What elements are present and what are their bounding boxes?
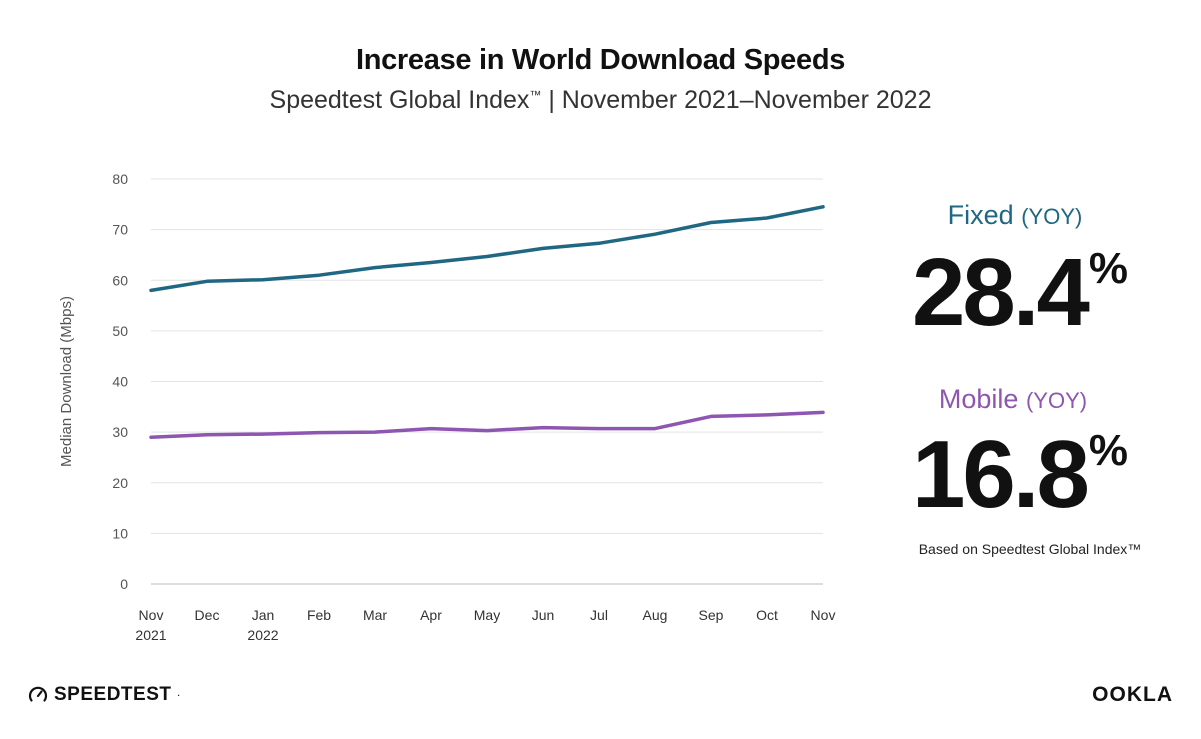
- mobile-value-number: 16.8: [912, 421, 1090, 528]
- subtitle-index-name: Speedtest Global Index: [269, 86, 530, 114]
- x-tick-label-0-line2: 2021: [135, 627, 166, 643]
- y-axis-label: Median Download (Mbps): [58, 296, 75, 467]
- speedtest-logo-text: SPEEDTEST: [54, 684, 172, 705]
- y-tick-label-60: 60: [112, 272, 128, 288]
- x-tick-label-4: Mar: [363, 607, 387, 623]
- x-tick-label-0: Nov: [139, 607, 164, 623]
- mobile-label: Mobile (YOY): [883, 384, 1143, 415]
- fixed-label: Fixed (YOY): [885, 200, 1145, 231]
- y-tick-label-0: 0: [120, 576, 128, 592]
- fixed-value-unit: %: [1088, 244, 1128, 293]
- y-tick-label-40: 40: [112, 374, 128, 390]
- fixed-yoy-value: 28.4%: [870, 238, 1170, 348]
- x-tick-label-7: Jun: [532, 607, 555, 623]
- fixed-name: Fixed: [947, 200, 1014, 230]
- line-chart: 0 10 20 30 40 50 60 70 80 Nov 2021 Dec Jan 2022 Feb Mar…: [58, 171, 836, 643]
- x-tick-label-9: Aug: [643, 607, 668, 623]
- x-tick-label-10: Sep: [699, 607, 724, 623]
- series-line-fixed: [149, 205, 825, 293]
- ookla-logo: OOKLA: [1092, 683, 1173, 706]
- y-tick-label-10: 10: [112, 525, 128, 541]
- mobile-yoy-value: 16.8%: [870, 420, 1170, 530]
- x-tick-label-1: Dec: [195, 607, 220, 623]
- mobile-value-unit: %: [1088, 426, 1128, 475]
- subtitle-date-range: | November 2021–November 2022: [541, 86, 932, 114]
- chart-subtitle: Speedtest Global Index™ | November 2021–…: [0, 86, 1201, 115]
- series-line-mobile: [149, 410, 825, 439]
- x-tick-label-8: Jul: [590, 607, 608, 623]
- footnote: Based on Speedtest Global Index™: [918, 541, 1142, 557]
- y-tick-label-20: 20: [112, 475, 128, 491]
- fixed-yoy-label: (YOY): [1021, 204, 1083, 229]
- mobile-yoy-label: (YOY): [1025, 388, 1088, 413]
- speedtest-logo: SPEEDTEST ·: [28, 683, 181, 707]
- x-tick-label-11: Oct: [756, 607, 778, 623]
- fixed-value-number: 28.4: [912, 239, 1090, 346]
- x-tick-label-12: Nov: [811, 607, 836, 623]
- trademark-mark: ™: [529, 88, 542, 102]
- y-tick-label-80: 80: [112, 171, 128, 187]
- y-tick-label-30: 30: [112, 424, 128, 440]
- x-tick-label-5: Apr: [420, 607, 442, 623]
- x-tick-label-3: Feb: [307, 607, 331, 623]
- y-tick-label-50: 50: [112, 323, 128, 339]
- chart-title: Increase in World Download Speeds: [355, 44, 846, 76]
- mobile-name: Mobile: [938, 384, 1019, 414]
- speedtest-logo-mark: ·: [177, 690, 181, 700]
- x-tick-label-2: Jan: [252, 607, 275, 623]
- y-tick-label-70: 70: [112, 222, 128, 238]
- x-tick-label-2-line2: 2022: [247, 627, 278, 643]
- speedometer-icon: [28, 686, 48, 702]
- x-tick-label-6: May: [474, 607, 500, 623]
